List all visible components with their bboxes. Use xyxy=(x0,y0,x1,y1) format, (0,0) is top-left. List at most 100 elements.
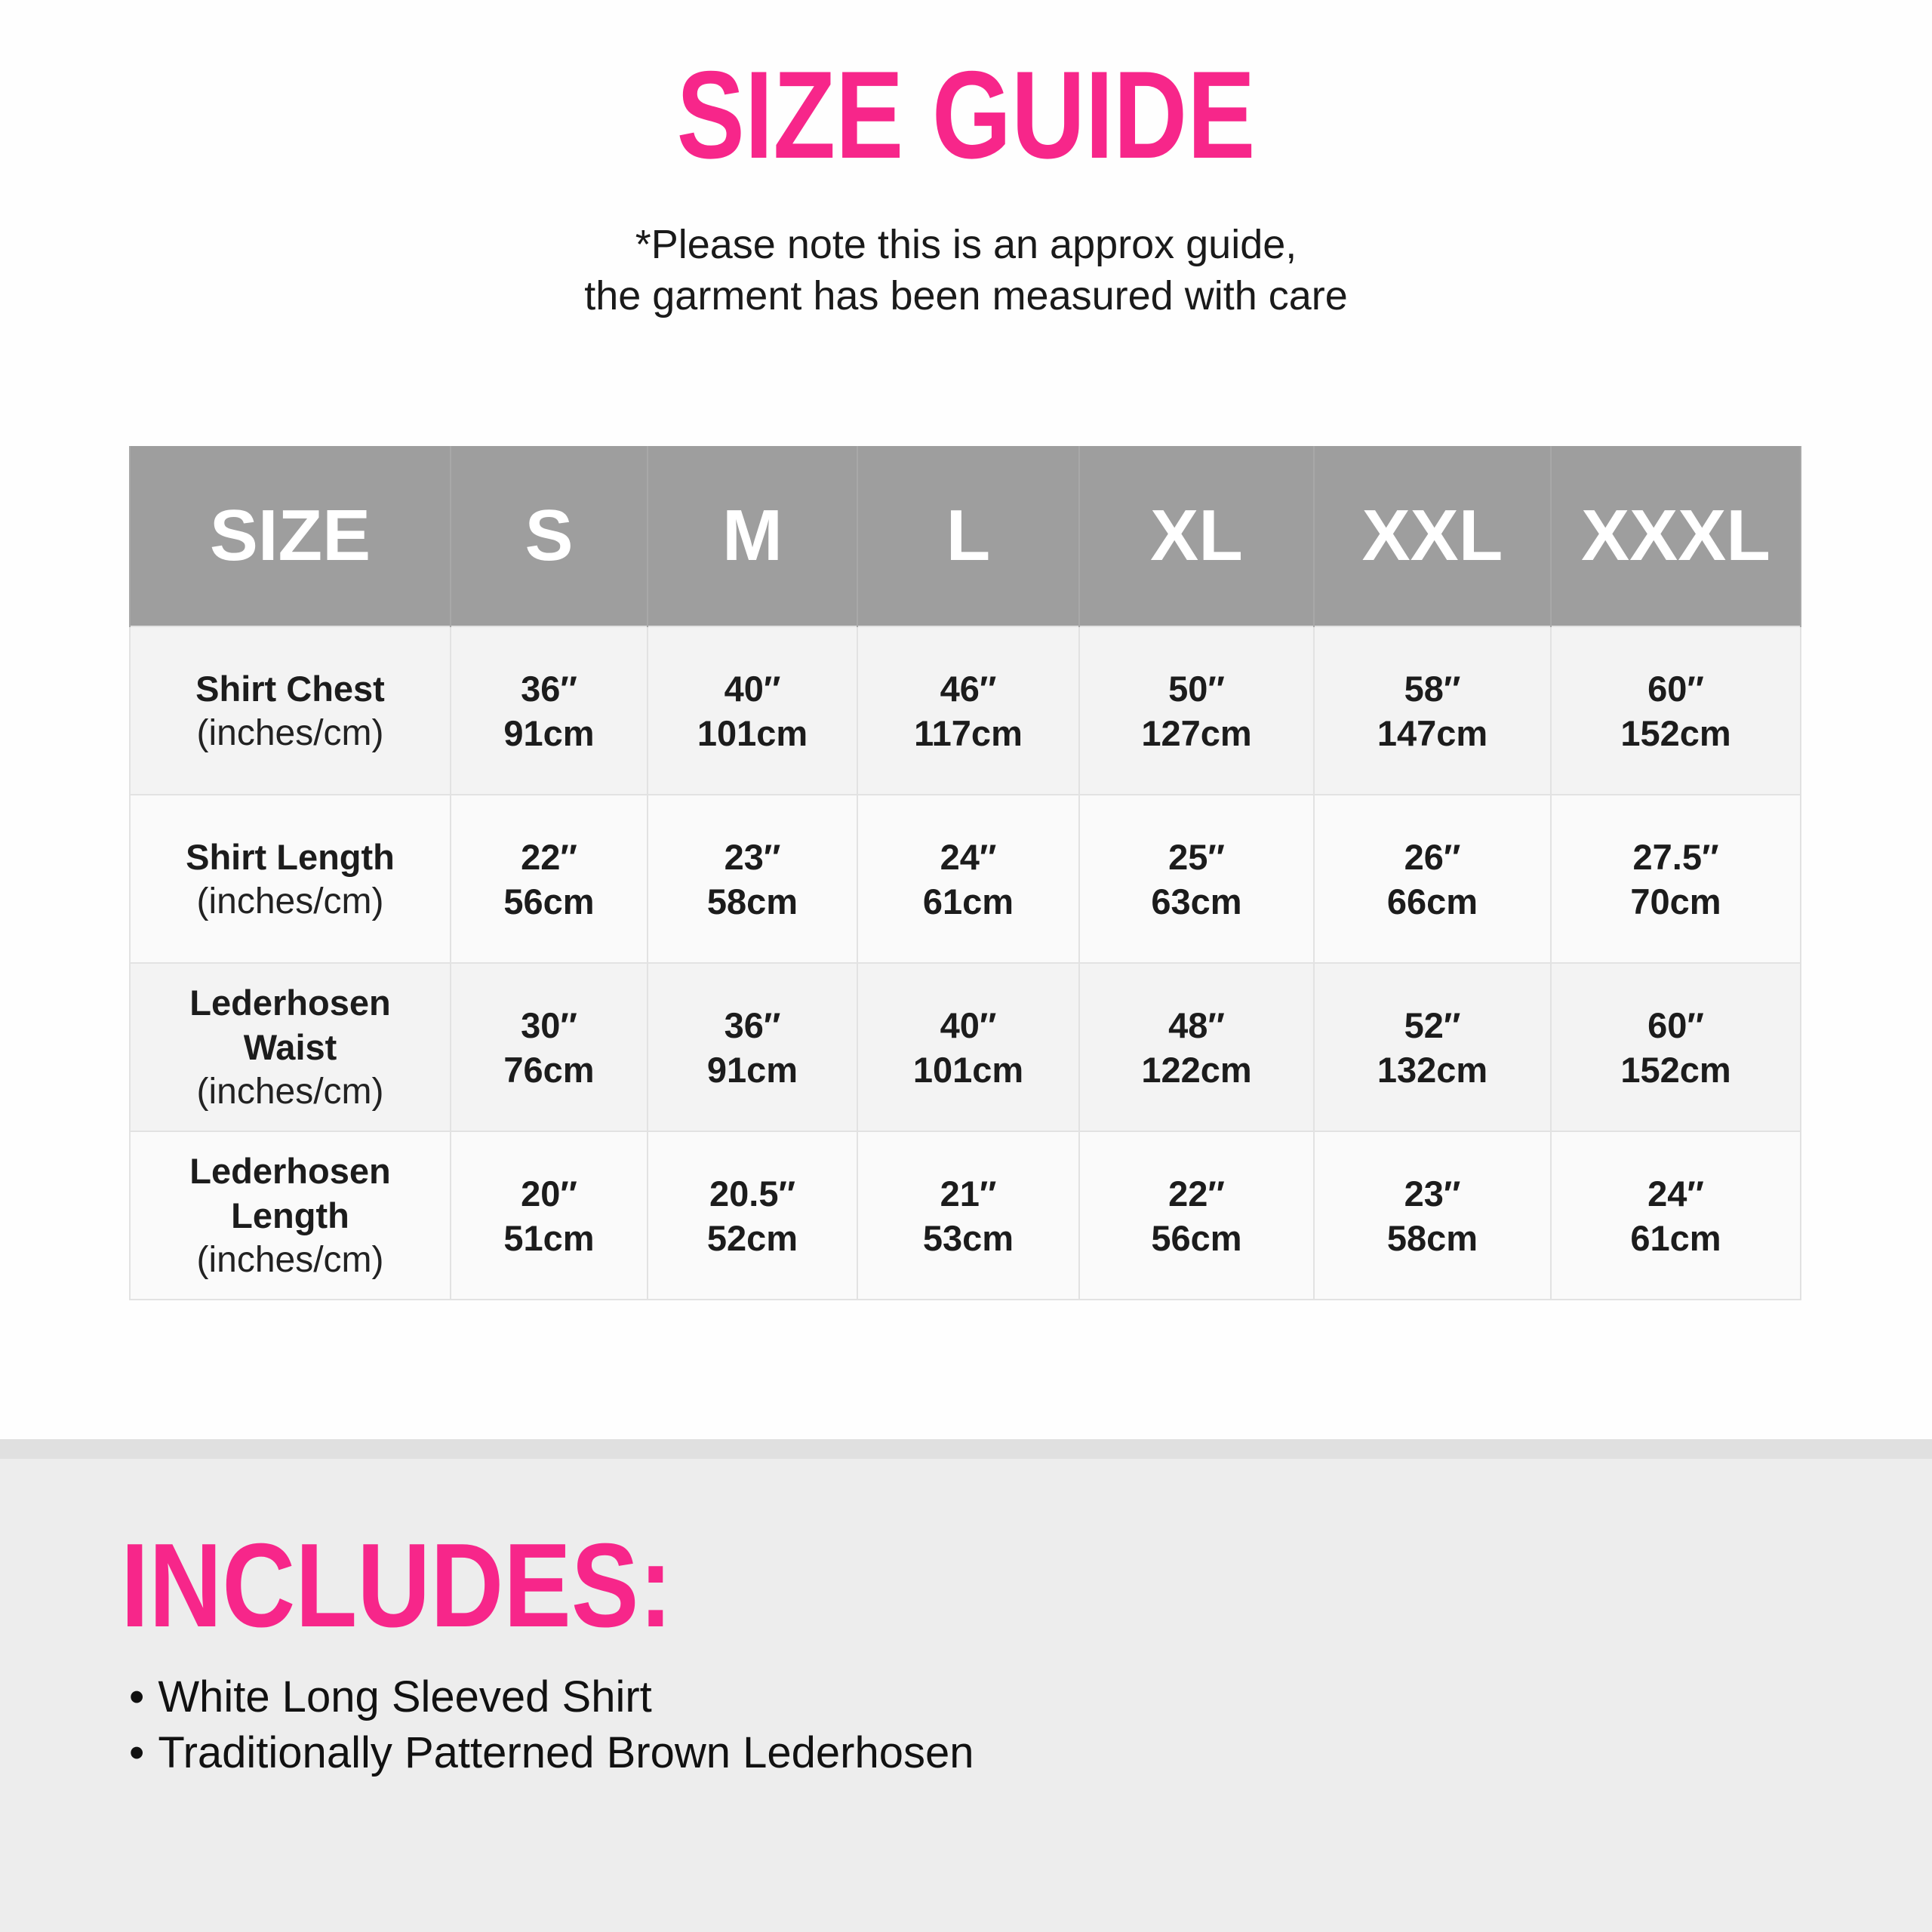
cm-value: 61cm xyxy=(1630,1217,1721,1258)
measurement-cell: 24″ 61cm xyxy=(857,794,1080,964)
measurement-cell: 40″ 101cm xyxy=(647,626,858,795)
cm-value: 152cm xyxy=(1620,1049,1731,1090)
row-label: Lederhosen xyxy=(189,1151,391,1191)
measurement-cell: 25″ 63cm xyxy=(1078,794,1315,964)
cm-value: 152cm xyxy=(1620,712,1731,753)
inches-value: 50″ xyxy=(1168,668,1225,709)
size-table: SIZE S M L XL XXL XXXL Shirt Chest (inche… xyxy=(129,446,1801,1300)
inches-value: 27.5″ xyxy=(1632,836,1719,877)
measurement-cell: 60″ 152cm xyxy=(1550,962,1801,1132)
row-label: Lederhosen xyxy=(189,983,391,1023)
header-xl: XL xyxy=(1078,446,1315,626)
cm-value: 61cm xyxy=(922,881,1014,921)
row-label-cell: Shirt Length (inches/cm) xyxy=(129,794,451,964)
cm-value: 101cm xyxy=(697,712,808,753)
inches-value: 52″ xyxy=(1404,1004,1461,1045)
cm-value: 56cm xyxy=(503,881,595,921)
inches-value: 60″ xyxy=(1647,1004,1704,1045)
measurement-cell: 48″ 122cm xyxy=(1078,962,1315,1132)
inches-value: 40″ xyxy=(724,668,781,709)
row-unit: (inches/cm) xyxy=(196,881,384,921)
header-s: S xyxy=(450,446,648,626)
measurement-cell: 40″ 101cm xyxy=(857,962,1080,1132)
table-header-row: SIZE S M L XL XXL XXXL xyxy=(129,446,1801,626)
inches-value: 46″ xyxy=(940,668,997,709)
cm-value: 147cm xyxy=(1377,712,1488,753)
row-label: Shirt Chest xyxy=(195,668,385,709)
row-label: Waist xyxy=(243,1027,337,1067)
inches-value: 21″ xyxy=(940,1173,997,1214)
inches-value: 23″ xyxy=(1404,1173,1461,1214)
measurement-cell: 30″ 76cm xyxy=(450,962,648,1132)
row-unit: (inches/cm) xyxy=(196,712,384,753)
measurement-cell: 22″ 56cm xyxy=(1078,1131,1315,1300)
measurement-cell: 20″ 51cm xyxy=(450,1131,648,1300)
row-label-cell: Lederhosen Waist (inches/cm) xyxy=(129,962,451,1132)
page-title: SIZE GUIDE xyxy=(676,45,1256,184)
row-unit: (inches/cm) xyxy=(196,1072,384,1112)
section-divider xyxy=(0,1439,1932,1459)
inches-value: 36″ xyxy=(724,1004,781,1045)
cm-value: 58cm xyxy=(1386,1217,1478,1258)
header-l: L xyxy=(857,446,1080,626)
measurement-cell: 24″ 61cm xyxy=(1550,1131,1801,1300)
cm-value: 122cm xyxy=(1141,1049,1252,1090)
measurement-cell: 20.5″ 52cm xyxy=(647,1131,858,1300)
cm-value: 52cm xyxy=(706,1217,798,1258)
measurement-cell: 60″ 152cm xyxy=(1550,626,1801,795)
note-line: the garment has been measured with care xyxy=(584,273,1348,318)
row-label-cell: Shirt Chest (inches/cm) xyxy=(129,626,451,795)
cm-value: 76cm xyxy=(503,1049,595,1090)
cm-value: 66cm xyxy=(1386,881,1478,921)
inches-value: 26″ xyxy=(1404,836,1461,877)
row-unit: (inches/cm) xyxy=(196,1240,384,1280)
inches-value: 22″ xyxy=(1168,1173,1225,1214)
measurement-cell: 46″ 117cm xyxy=(857,626,1080,795)
header-size: SIZE xyxy=(129,446,451,626)
measurement-cell: 23″ 58cm xyxy=(1313,1131,1552,1300)
cm-value: 132cm xyxy=(1377,1049,1488,1090)
measurement-cell: 27.5″ 70cm xyxy=(1550,794,1801,964)
inches-value: 36″ xyxy=(521,668,577,709)
inches-value: 23″ xyxy=(724,836,781,877)
cm-value: 56cm xyxy=(1151,1217,1242,1258)
list-item: White Long Sleeved Shirt xyxy=(129,1669,974,1725)
cm-value: 117cm xyxy=(914,712,1023,753)
cm-value: 53cm xyxy=(922,1217,1014,1258)
measurement-cell: 26″ 66cm xyxy=(1313,794,1552,964)
cm-value: 91cm xyxy=(706,1049,798,1090)
inches-value: 60″ xyxy=(1647,668,1704,709)
cm-value: 63cm xyxy=(1151,881,1242,921)
table-row: Lederhosen Length (inches/cm) 20″ 51cm 20.5″ 5… xyxy=(129,1131,1801,1300)
cm-value: 70cm xyxy=(1630,881,1721,921)
table-row: Shirt Chest (inches/cm) 36″ 91cm 40″ 101cm 46″… xyxy=(129,626,1801,795)
table-row: Shirt Length (inches/cm) 22″ 56cm 23″ 58cm 24″… xyxy=(129,794,1801,964)
inches-value: 25″ xyxy=(1168,836,1225,877)
inches-value: 58″ xyxy=(1404,668,1461,709)
measurement-cell: 58″ 147cm xyxy=(1313,626,1552,795)
inches-value: 30″ xyxy=(521,1004,577,1045)
inches-value: 24″ xyxy=(940,836,997,877)
measurement-cell: 22″ 56cm xyxy=(450,794,648,964)
cm-value: 51cm xyxy=(503,1217,595,1258)
measurement-cell: 21″ 53cm xyxy=(857,1131,1080,1300)
inches-value: 24″ xyxy=(1647,1173,1704,1214)
inches-value: 20.5″ xyxy=(709,1173,795,1214)
list-item: Traditionally Patterned Brown Lederhosen xyxy=(129,1725,974,1781)
header-m: M xyxy=(647,446,858,626)
row-label-cell: Lederhosen Length (inches/cm) xyxy=(129,1131,451,1300)
note-line: *Please note this is an approx guide, xyxy=(635,222,1297,267)
cm-value: 127cm xyxy=(1141,712,1252,753)
measurement-cell: 36″ 91cm xyxy=(450,626,648,795)
includes-list: White Long Sleeved Shirt Traditionally P… xyxy=(129,1669,974,1781)
cm-value: 91cm xyxy=(503,712,595,753)
size-note: *Please note this is an approx guide, th… xyxy=(0,219,1932,321)
measurement-cell: 50″ 127cm xyxy=(1078,626,1315,795)
header-xxxl: XXXL xyxy=(1550,446,1801,626)
cm-value: 58cm xyxy=(706,881,798,921)
cm-value: 101cm xyxy=(912,1049,1024,1090)
inches-value: 48″ xyxy=(1168,1004,1225,1045)
measurement-cell: 23″ 58cm xyxy=(647,794,858,964)
measurement-cell: 52″ 132cm xyxy=(1313,962,1552,1132)
measurement-cell: 36″ 91cm xyxy=(647,962,858,1132)
